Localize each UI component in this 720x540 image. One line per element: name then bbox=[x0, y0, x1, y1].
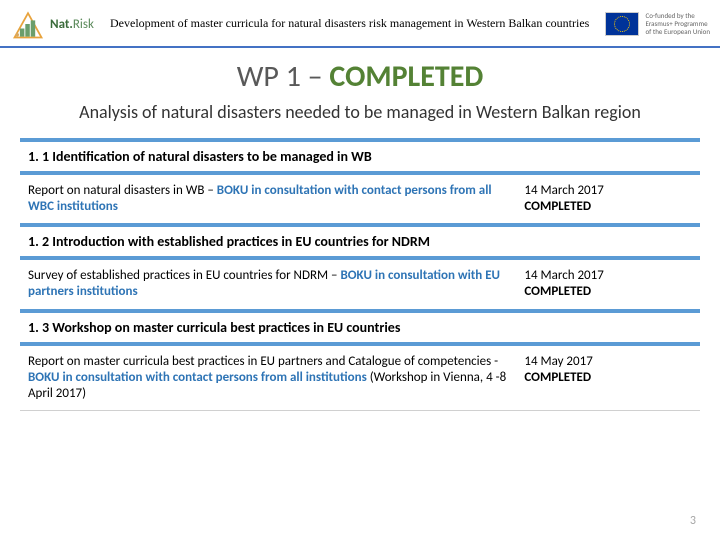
wp-table: 1. 1 Identification of natural disasters… bbox=[20, 138, 700, 412]
logo-text: Nat.Risk bbox=[50, 17, 94, 32]
section-1-3-desc: Report on master curricula best practice… bbox=[20, 344, 516, 411]
section-1-1-header: 1. 1 Identification of natural disasters… bbox=[20, 140, 700, 173]
eu-cofunded: Co-funded by the Erasmus+ Programme of t… bbox=[605, 12, 710, 36]
natrisk-icon bbox=[10, 6, 46, 42]
date-text: 14 May 2017 bbox=[524, 354, 592, 369]
section-header-row: 1. 1 Identification of natural disasters… bbox=[20, 140, 700, 173]
table-row: Report on natural disasters in WB – BOKU… bbox=[20, 173, 700, 226]
section-header-row: 1. 3 Workshop on master curricula best p… bbox=[20, 311, 700, 344]
date-text: 14 March 2017 bbox=[524, 183, 603, 198]
logo-name: Nat. bbox=[50, 17, 73, 32]
section-1-1-desc: Report on natural disasters in WB – BOKU… bbox=[20, 173, 516, 226]
wp-prefix: WP 1 – bbox=[237, 58, 330, 95]
section-1-3-header: 1. 3 Workshop on master curricula best p… bbox=[20, 311, 700, 344]
desc-boku: BOKU in consultation with contact person… bbox=[28, 370, 367, 385]
header-title: Development of master curricula for natu… bbox=[94, 16, 606, 32]
logo-risk: Risk bbox=[73, 17, 94, 32]
page-number: 3 bbox=[690, 514, 696, 528]
eu-line3: of the European Union bbox=[645, 28, 710, 36]
desc-pre: Survey of established practices in EU co… bbox=[28, 268, 340, 283]
desc-pre: Report on natural disasters in WB – bbox=[28, 183, 217, 198]
main-title: WP 1 – COMPLETED bbox=[0, 58, 720, 95]
table-row: Report on master curricula best practice… bbox=[20, 344, 700, 411]
table-row: Survey of established practices in EU co… bbox=[20, 258, 700, 311]
logo-natrisk: Nat.Risk bbox=[10, 6, 94, 42]
date-text: 14 March 2017 bbox=[524, 268, 603, 283]
section-1-2-header: 1. 2 Introduction with established pract… bbox=[20, 225, 700, 258]
section-1-2-desc: Survey of established practices in EU co… bbox=[20, 258, 516, 311]
status-text: COMPLETED bbox=[524, 199, 591, 214]
desc-pre: Report on master curricula best practice… bbox=[28, 354, 498, 369]
eu-text: Co-funded by the Erasmus+ Programme of t… bbox=[645, 12, 710, 35]
status-text: COMPLETED bbox=[524, 370, 591, 385]
section-1-3-date: 14 May 2017 COMPLETED bbox=[516, 344, 700, 411]
header-bar: Nat.Risk Development of master curricula… bbox=[0, 0, 720, 48]
section-header-row: 1. 2 Introduction with established pract… bbox=[20, 225, 700, 258]
section-1-2-date: 14 March 2017 COMPLETED bbox=[516, 258, 700, 311]
status-text: COMPLETED bbox=[524, 284, 591, 299]
wp-status: COMPLETED bbox=[329, 58, 483, 95]
section-1-1-date: 14 March 2017 COMPLETED bbox=[516, 173, 700, 226]
subtitle: Analysis of natural disasters needed to … bbox=[40, 101, 680, 124]
eu-flag-icon bbox=[605, 12, 639, 36]
